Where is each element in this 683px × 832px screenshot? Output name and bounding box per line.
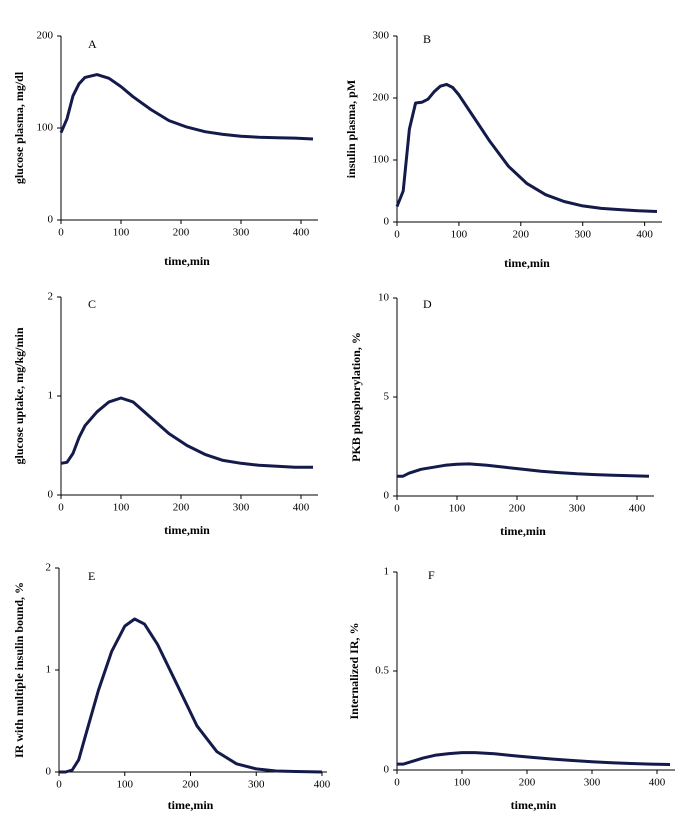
x-tick-label: 0 (394, 229, 400, 241)
y-tick-label: 1 (384, 566, 390, 578)
x-tick-label: 200 (519, 777, 536, 789)
x-tick-label: 300 (248, 779, 265, 791)
y-axis-label: Internalized IR, % (347, 623, 361, 720)
x-tick-label: 0 (394, 777, 400, 789)
y-tick-label: 0 (48, 214, 54, 226)
y-tick-label: 5 (384, 391, 390, 403)
x-tick-label: 200 (513, 229, 530, 241)
x-tick-label: 100 (454, 777, 471, 789)
y-tick-label: 200 (37, 30, 54, 42)
x-tick-label: 400 (649, 777, 666, 789)
y-axis-label: PKB phosphorylation, % (349, 332, 363, 462)
y-axis-label: insulin plasma, pM (344, 80, 358, 178)
x-axis-label: time,min (164, 523, 210, 537)
y-tick-label: 100 (373, 154, 390, 166)
x-tick-label: 200 (182, 779, 199, 791)
y-tick-label: 0 (46, 766, 52, 778)
y-tick-label: 0 (384, 764, 390, 776)
x-tick-label: 400 (293, 502, 310, 514)
x-tick-label: 300 (233, 502, 250, 514)
x-axis-label: time,min (500, 524, 546, 538)
x-tick-label: 400 (314, 779, 331, 791)
x-tick-label: 0 (56, 779, 62, 791)
panel-label: E (88, 569, 95, 583)
x-tick-label: 200 (173, 502, 190, 514)
curve (397, 462, 650, 478)
x-tick-label: 300 (569, 503, 586, 515)
x-tick-label: 200 (509, 503, 526, 515)
y-tick-label: 10 (378, 292, 390, 304)
panel-label: B (423, 32, 431, 46)
y-axis-label: IR with multiple insulin bound, % (12, 582, 26, 758)
x-tick-label: 400 (293, 227, 310, 239)
curve (60, 396, 313, 469)
panel-label: D (423, 297, 432, 311)
y-tick-label: 100 (37, 122, 54, 134)
y-tick-label: 0 (384, 490, 390, 502)
y-tick-label: 0 (48, 489, 54, 501)
curve (397, 751, 671, 766)
x-axis-label: time,min (511, 798, 557, 812)
x-tick-label: 100 (113, 502, 130, 514)
x-axis-label: time,min (164, 254, 210, 268)
panel-label: F (428, 568, 435, 582)
x-tick-label: 300 (584, 777, 601, 789)
y-tick-label: 1 (46, 664, 52, 676)
panel-label: A (88, 37, 97, 51)
x-tick-label: 300 (233, 227, 250, 239)
y-tick-label: 200 (373, 92, 390, 104)
x-tick-label: 100 (451, 229, 468, 241)
x-tick-label: 300 (574, 229, 591, 241)
y-axis-label: glucose plasma, mg/dl (12, 71, 26, 184)
y-tick-label: 300 (373, 30, 390, 42)
y-tick-label: 2 (48, 291, 54, 303)
y-axis-label: glucose uptake, mg/kg/min (12, 327, 26, 464)
x-tick-label: 400 (636, 229, 653, 241)
x-tick-label: 0 (58, 227, 64, 239)
y-tick-label: 2 (46, 562, 52, 574)
x-tick-label: 0 (58, 502, 64, 514)
x-tick-label: 200 (173, 227, 190, 239)
curve (59, 73, 314, 141)
x-axis-label: time,min (168, 798, 214, 812)
y-tick-label: 0 (384, 216, 390, 228)
x-tick-label: 100 (113, 227, 130, 239)
x-tick-label: 0 (394, 503, 400, 515)
y-tick-label: 1 (48, 390, 54, 402)
curve (395, 82, 658, 213)
y-tick-label: 0.5 (375, 665, 389, 677)
x-axis-label: time,min (504, 256, 550, 270)
panel-label: C (88, 297, 96, 311)
x-tick-label: 100 (117, 779, 134, 791)
curve (59, 617, 323, 774)
x-tick-label: 400 (629, 503, 646, 515)
x-tick-label: 100 (449, 503, 466, 515)
